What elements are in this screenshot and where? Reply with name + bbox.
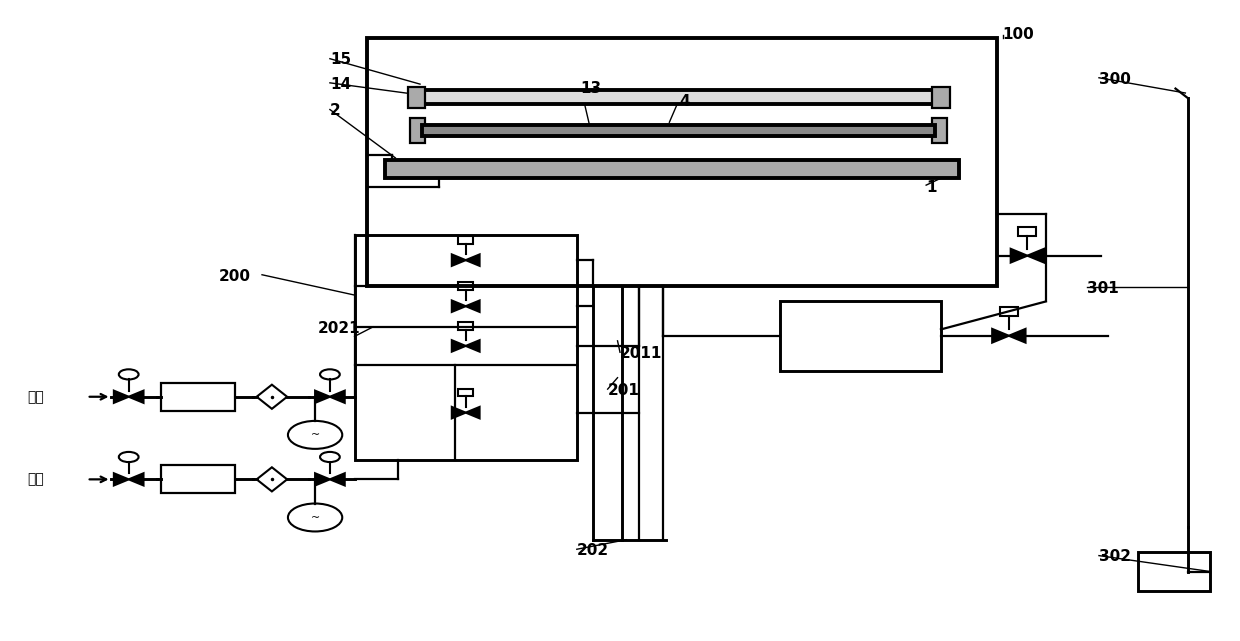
Polygon shape: [114, 390, 129, 403]
Polygon shape: [1009, 329, 1025, 342]
Bar: [408, 87, 425, 108]
Polygon shape: [451, 407, 466, 419]
Text: 201: 201: [608, 383, 640, 398]
Polygon shape: [315, 473, 330, 485]
Bar: [459, 237, 474, 244]
Bar: [161, 383, 234, 411]
Bar: [932, 119, 947, 142]
Text: 进气: 进气: [27, 390, 45, 404]
Bar: [423, 90, 935, 104]
Text: 进气: 进气: [27, 472, 45, 487]
Text: 13: 13: [580, 81, 601, 96]
Polygon shape: [114, 473, 129, 485]
Bar: [367, 38, 997, 285]
Polygon shape: [451, 340, 466, 352]
Bar: [410, 119, 425, 142]
Text: 2011: 2011: [620, 346, 662, 361]
Bar: [1138, 553, 1210, 590]
Text: ~: ~: [310, 430, 320, 440]
Polygon shape: [992, 329, 1009, 342]
Bar: [386, 160, 960, 178]
Polygon shape: [466, 301, 480, 312]
Bar: [999, 307, 1018, 316]
Polygon shape: [466, 254, 480, 266]
Bar: [423, 125, 935, 137]
Bar: [386, 160, 960, 178]
Polygon shape: [330, 473, 345, 485]
Bar: [161, 465, 234, 494]
Text: 1: 1: [926, 179, 936, 195]
Bar: [459, 322, 474, 329]
Text: 300: 300: [1099, 72, 1131, 87]
Polygon shape: [466, 340, 480, 352]
Text: 14: 14: [330, 77, 351, 92]
Polygon shape: [330, 390, 345, 403]
Text: 100: 100: [1003, 27, 1034, 42]
Polygon shape: [129, 390, 144, 403]
Bar: [423, 83, 935, 104]
Polygon shape: [1011, 249, 1028, 263]
Bar: [932, 87, 950, 108]
Polygon shape: [466, 407, 480, 419]
Text: 301: 301: [1086, 281, 1118, 296]
Text: 200: 200: [218, 269, 250, 283]
Polygon shape: [451, 254, 466, 266]
Bar: [355, 235, 577, 460]
Polygon shape: [315, 390, 330, 403]
Bar: [423, 125, 935, 137]
Text: ~: ~: [310, 513, 320, 522]
Polygon shape: [129, 473, 144, 485]
Bar: [1018, 227, 1037, 237]
Bar: [780, 301, 941, 371]
Text: 15: 15: [330, 53, 351, 67]
Text: 2021: 2021: [317, 320, 360, 336]
Polygon shape: [1028, 249, 1044, 263]
Polygon shape: [451, 301, 466, 312]
Text: 202: 202: [577, 543, 609, 558]
Text: 2: 2: [330, 103, 341, 119]
Text: 302: 302: [1099, 549, 1131, 564]
Bar: [459, 283, 474, 290]
Bar: [459, 389, 474, 396]
Text: 4: 4: [680, 94, 689, 109]
